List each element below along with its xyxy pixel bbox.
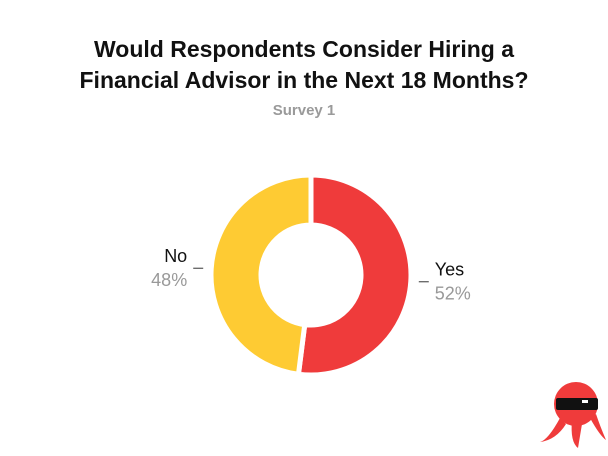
logo-tentacle (571, 420, 582, 448)
chart-title: Would Respondents Consider Hiring a Fina… (79, 36, 529, 93)
slice-value-label: 48% (151, 270, 187, 290)
mascot-logo (540, 382, 606, 448)
logo-tentacle (540, 418, 566, 442)
logo-glint (582, 400, 588, 403)
slice (295, 172, 414, 378)
slice (208, 172, 314, 378)
chart-subtitle: Survey 1 (272, 102, 336, 119)
slice-value-label: 52% (435, 284, 471, 304)
slice-label: Yes (435, 260, 464, 280)
slice-label: No (164, 246, 187, 266)
logo-glasses (556, 398, 598, 410)
logo-tentacle (590, 414, 606, 440)
